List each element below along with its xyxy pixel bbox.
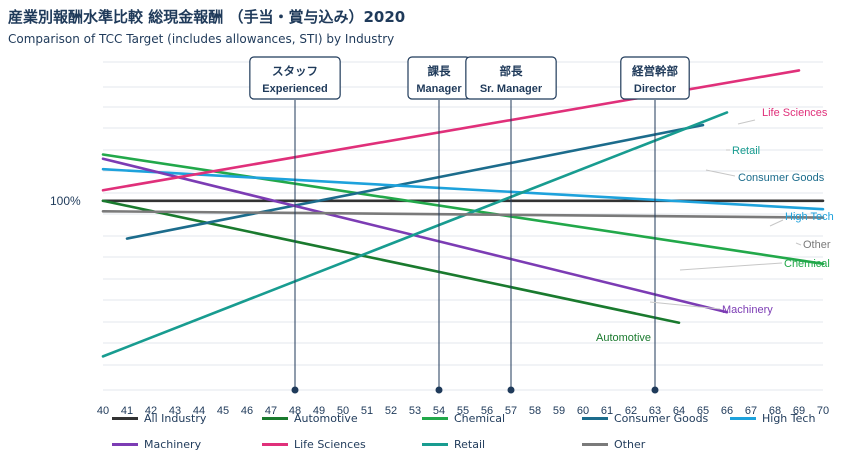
x-tick-label: 70: [817, 405, 829, 417]
annotation-label-retail: Retail: [732, 145, 760, 157]
annotation-leader: [705, 169, 736, 177]
x-tick-label: 42: [145, 405, 157, 417]
legend-swatch: [422, 417, 448, 420]
x-tick-label: 47: [265, 405, 277, 417]
x-tick-label: 62: [625, 405, 637, 417]
legend-item-life-sciences: Life Sciences: [262, 438, 366, 451]
x-tick-label: 56: [481, 405, 493, 417]
x-tick-label: 44: [193, 405, 205, 417]
x-tick-label: 41: [121, 405, 133, 417]
series-line-automotive: [101, 199, 681, 325]
legend-label: Retail: [454, 438, 486, 451]
x-tick-label: 53: [409, 405, 421, 417]
annotation-label-automotive: Automotive: [596, 332, 651, 344]
level-label-en: Experienced: [262, 83, 327, 95]
legend-item-all-industry: All Industry: [112, 412, 206, 425]
level-box: [465, 56, 557, 100]
level-dot: [507, 386, 515, 394]
annotation-label-life-sciences: Life Sciences: [762, 107, 828, 119]
legend-swatch: [582, 417, 608, 420]
annotation-leader: [679, 262, 783, 271]
x-tick-label: 69: [793, 405, 805, 417]
x-tick-label: 49: [313, 405, 325, 417]
x-tick-label: 58: [529, 405, 541, 417]
level-dot: [291, 386, 299, 394]
level-box: [620, 56, 690, 100]
x-tick-label: 55: [457, 405, 469, 417]
x-tick-label: 65: [697, 405, 709, 417]
legend-label: Life Sciences: [294, 438, 366, 451]
x-tick-label: 50: [337, 405, 349, 417]
x-tick-label: 61: [601, 405, 613, 417]
legend-item-automotive: Automotive: [262, 412, 358, 425]
legend-label: High Tech: [762, 412, 816, 425]
x-tick-label: 52: [385, 405, 397, 417]
x-tick-label: 67: [745, 405, 757, 417]
level-label-en: Manager: [416, 83, 462, 95]
legend-label: Machinery: [144, 438, 202, 451]
legend-swatch: [582, 443, 608, 446]
x-tick-label: 63: [649, 405, 661, 417]
level-label-ja: スタッフ: [272, 64, 318, 78]
annotation-leader: [769, 219, 784, 227]
series-line-other: [101, 209, 825, 219]
x-tick-label: 40: [97, 405, 109, 417]
x-tick-label: 57: [505, 405, 517, 417]
annotation-label-chemical: Chemical: [784, 258, 830, 270]
legend-swatch: [112, 417, 138, 420]
y-reference-label: 100%: [50, 194, 81, 208]
x-tick-label: 64: [673, 405, 685, 417]
x-tick-label: 59: [553, 405, 565, 417]
annotation-label-high-tech: High Tech: [785, 211, 834, 223]
legend-label: Automotive: [294, 412, 358, 425]
legend-swatch: [422, 443, 448, 446]
annotation-label-consumer-goods: Consumer Goods: [738, 172, 825, 184]
x-tick-label: 43: [169, 405, 181, 417]
legend-label: Consumer Goods: [614, 412, 709, 425]
x-tick-label: 45: [217, 405, 229, 417]
legend-item-consumer-goods: Consumer Goods: [582, 412, 708, 425]
level-dot: [651, 386, 659, 394]
legend-label: Chemical: [454, 412, 506, 425]
annotation-label-machinery: Machinery: [722, 304, 773, 316]
legend-swatch: [112, 443, 138, 446]
legend-swatch: [262, 417, 288, 420]
level-label-ja: 課長: [428, 64, 451, 78]
legend-label: Other: [614, 438, 646, 451]
annotation-leader: [795, 242, 802, 246]
level-dot: [435, 386, 443, 394]
legend-swatch: [730, 417, 756, 420]
x-tick-label: 68: [769, 405, 781, 417]
series-line-retail: [101, 111, 729, 358]
annotation-label-other: Other: [803, 239, 831, 251]
level-label-ja: 経営幹部: [632, 64, 678, 78]
level-box: [249, 56, 341, 100]
series-line-chemical: [101, 153, 825, 266]
series-line-high-tech: [101, 167, 825, 211]
x-tick-label: 46: [241, 405, 253, 417]
legend-item-retail: Retail: [422, 438, 485, 451]
series-line-consumer-goods: [125, 123, 705, 240]
chart-title: 産業別報酬水準比較 総現金報酬 （手当・賞与込み）2020: [8, 8, 406, 26]
legend-item-chemical: Chemical: [422, 412, 505, 425]
x-tick-label: 54: [433, 405, 445, 417]
x-tick-label: 51: [361, 405, 373, 417]
level-label-ja: 部長: [500, 64, 523, 78]
legend-item-high-tech: High Tech: [730, 412, 815, 425]
legend-label: All Industry: [144, 412, 207, 425]
chart-subtitle: Comparison of TCC Target (includes allow…: [8, 32, 395, 46]
x-tick-label: 60: [577, 405, 589, 417]
x-tick-label: 48: [289, 405, 301, 417]
level-label-en: Sr. Manager: [480, 83, 543, 95]
annotation-leader: [737, 119, 756, 125]
legend-swatch: [262, 443, 288, 446]
legend-item-other: Other: [582, 438, 645, 451]
level-label-en: Director: [634, 83, 677, 95]
annotation-leader: [649, 301, 721, 310]
x-tick-label: 66: [721, 405, 733, 417]
legend-item-machinery: Machinery: [112, 438, 201, 451]
